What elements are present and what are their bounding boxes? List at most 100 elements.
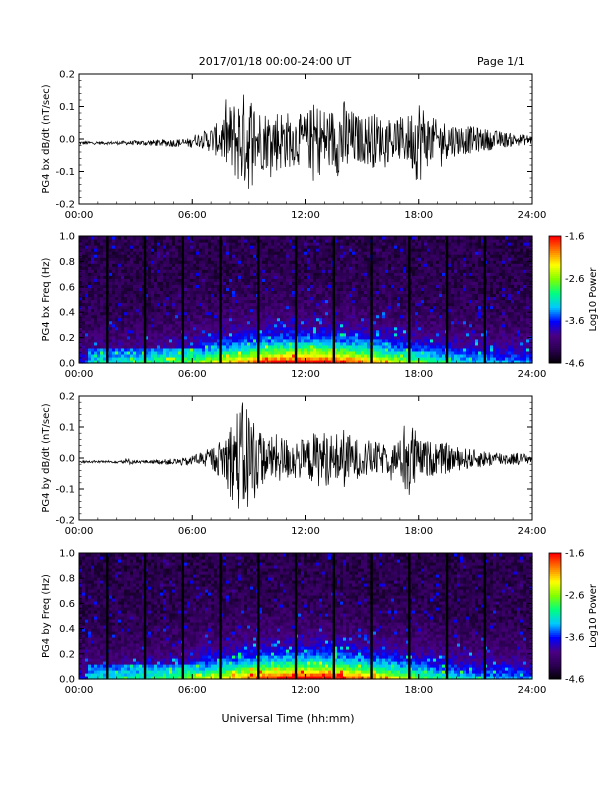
spectrogram-cell: [91, 290, 95, 295]
spectrogram-cell: [154, 311, 158, 316]
spectrogram-cell: [139, 302, 143, 307]
spectrogram-cell: [289, 266, 293, 270]
spectrogram-cell: [301, 335, 305, 340]
spectrogram-cell: [187, 356, 191, 361]
spectrogram-cell: [91, 359, 95, 364]
spectrogram-cell: [166, 251, 170, 255]
spectrogram-cell: [229, 245, 233, 249]
spectrogram-cell: [328, 308, 332, 313]
spectrogram-cell: [349, 344, 353, 349]
spectrogram-cell: [247, 305, 251, 310]
spectrogram-cell: [280, 299, 284, 304]
spectrogram-cell: [187, 266, 191, 270]
spectrogram-cell: [232, 350, 236, 355]
spectrogram-cell: [151, 260, 155, 264]
spectrogram-cell: [124, 335, 128, 340]
spectrogram-cell: [292, 347, 296, 352]
spectrogram-cell: [274, 344, 278, 349]
spectrogram-cell: [304, 266, 308, 270]
spectrogram-cell: [172, 281, 176, 285]
spectrogram-cell: [226, 245, 230, 249]
spectrogram-cell: [184, 323, 188, 328]
spectrogram-cell: [148, 242, 152, 246]
spectrogram-cell: [157, 332, 161, 337]
spectrogram-cell: [316, 272, 320, 276]
spectrogram-cell: [337, 314, 341, 319]
spectrogram-cell: [190, 245, 194, 249]
spectrogram-cell: [178, 359, 182, 364]
spectrogram-cell: [340, 314, 344, 319]
spectrogram-cell: [112, 329, 116, 334]
spectrogram-cell: [184, 290, 188, 295]
spectrogram-cell: [139, 239, 143, 243]
spectrogram-cell: [223, 350, 227, 355]
spectrogram-cell: [334, 356, 338, 361]
spectrogram-cell: [214, 308, 218, 313]
spectrogram-cell: [133, 287, 137, 292]
spectrogram-cell: [268, 323, 272, 328]
spectrogram-cell: [187, 278, 191, 282]
spectrogram-cell: [301, 341, 305, 346]
spectrogram-cell: [253, 245, 257, 249]
spectrogram-cell: [175, 239, 179, 243]
spectrogram-cell: [253, 317, 257, 322]
spectrogram-cell: [82, 242, 86, 246]
spectrogram-cell: [235, 296, 239, 301]
spectrogram-cell: [397, 335, 401, 340]
spectrogram-cell: [358, 317, 362, 322]
spectrogram-cell: [322, 242, 326, 246]
spectrogram-cell: [316, 305, 320, 310]
spectrogram-cell: [241, 359, 245, 364]
spectrogram-cell: [292, 320, 296, 325]
spectrogram-cell: [112, 236, 116, 240]
spectrogram-cell: [166, 266, 170, 270]
spectrogram-cell: [364, 305, 368, 310]
spectrogram-cell: [115, 269, 119, 273]
spectrogram-cell: [280, 347, 284, 352]
spectrogram-cell: [136, 320, 140, 325]
spectrogram-cell: [250, 317, 254, 322]
spectrogram-cell: [238, 251, 242, 255]
spectrogram-cell: [163, 305, 167, 310]
spectrogram-cell: [100, 269, 104, 273]
spectrogram-cell: [145, 317, 149, 322]
spectrogram-cell: [271, 311, 275, 316]
spectrogram-cell: [157, 302, 161, 307]
spectrogram-cell: [352, 308, 356, 313]
spectrogram-cell: [79, 323, 83, 328]
spectrogram-cell: [286, 296, 290, 301]
spectrogram-cell: [337, 236, 341, 240]
spectrogram-cell: [229, 287, 233, 292]
spectrogram-cell: [265, 263, 269, 267]
spectrogram-cell: [157, 326, 161, 331]
spectrogram-cell: [109, 236, 113, 240]
spectrogram-cell: [304, 299, 308, 304]
spectrogram-cell: [109, 317, 113, 322]
spectrogram-cell: [355, 344, 359, 349]
spectrogram-cell: [265, 344, 269, 349]
spectrogram-cell: [307, 353, 311, 358]
spectrogram-cell: [391, 287, 395, 292]
spectrogram-cell: [190, 290, 194, 295]
spectrogram-cell: [367, 236, 371, 240]
spectrogram-cell: [175, 248, 179, 252]
spectrogram-cell: [157, 293, 161, 298]
spectrogram-cell: [130, 341, 134, 346]
spectrogram-cell: [310, 254, 314, 258]
spectrogram-cell: [334, 269, 338, 273]
spectrogram-cell: [286, 281, 290, 285]
spectrogram-cell: [262, 347, 266, 352]
spectrogram-cell: [274, 242, 278, 246]
spectrogram-cell: [172, 275, 176, 279]
spectrogram-cell: [241, 266, 245, 270]
spectrogram-cell: [154, 284, 158, 288]
spectrogram-cell: [184, 305, 188, 310]
spectrogram-cell: [109, 275, 113, 279]
spectrogram-cell: [151, 344, 155, 349]
spectrogram-cell: [175, 311, 179, 316]
spectrogram-cell: [226, 344, 230, 349]
spectrogram-cell: [367, 302, 371, 307]
spectrogram-cell: [325, 242, 329, 246]
spectrogram-cell: [391, 341, 395, 346]
spectrogram-cell: [190, 320, 194, 325]
